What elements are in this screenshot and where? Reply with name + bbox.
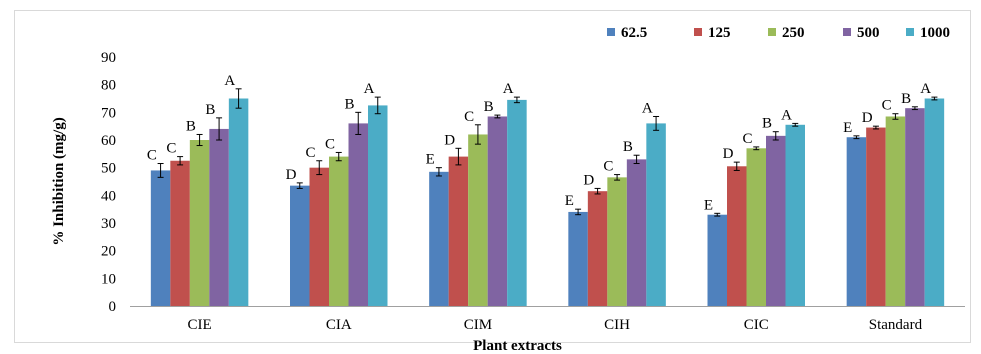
bar-500-CIM — [487, 116, 508, 306]
significance-letter: E — [426, 152, 435, 168]
significance-letter: E — [843, 120, 852, 136]
bar-1000-CIH — [646, 123, 666, 307]
bar-1000-CIM — [507, 99, 527, 306]
legend-label: 125 — [708, 25, 731, 41]
significance-letter: E — [565, 193, 574, 209]
significance-letter: C — [305, 145, 315, 161]
bar-250-CIC — [746, 148, 766, 306]
y-tick-label: 80 — [101, 78, 116, 94]
y-axis-title: % Inhibition (mg/g) — [51, 117, 67, 245]
significance-letter: B — [186, 118, 196, 134]
legend-swatch-1000 — [906, 28, 914, 36]
significance-letter: D — [862, 110, 873, 126]
significance-letter: B — [901, 91, 911, 107]
bar-1000-CIE — [228, 98, 249, 306]
chart-frame — [14, 10, 971, 343]
significance-letter: C — [603, 159, 613, 175]
significance-letter: D — [583, 172, 594, 188]
bar-1000-CIA — [368, 105, 388, 307]
bar-62.5-Standard — [846, 137, 867, 306]
bar-500-CIA — [348, 123, 368, 307]
significance-letter: B — [205, 102, 215, 118]
bar-250-Standard — [885, 116, 906, 306]
significance-letter: D — [444, 132, 455, 148]
significance-letter: A — [642, 100, 653, 116]
bar-250-CIM — [468, 134, 488, 306]
y-tick-label: 40 — [101, 188, 116, 204]
significance-letter: B — [623, 139, 633, 155]
x-tick-label: CIE — [187, 317, 211, 333]
significance-letter: C — [325, 136, 335, 152]
legend-label: 62.5 — [621, 25, 647, 41]
legend-label: 250 — [782, 25, 805, 41]
bar-62.5-CIA — [290, 185, 310, 306]
significance-letter: B — [762, 116, 772, 132]
bar-125-CIA — [309, 167, 329, 306]
significance-letter: A — [781, 107, 792, 123]
bar-250-CIH — [607, 177, 627, 306]
significance-letter: C — [882, 98, 892, 114]
significance-letter: C — [147, 148, 157, 164]
y-tick-label: 90 — [101, 50, 116, 66]
bar-500-CIC — [766, 135, 786, 306]
bar-125-CIE — [170, 160, 190, 306]
significance-letter: C — [166, 141, 176, 157]
significance-letter: A — [920, 81, 931, 97]
x-tick-label: CIA — [326, 317, 352, 333]
significance-letter: A — [224, 73, 235, 89]
bar-1000-CIC — [785, 124, 805, 307]
y-tick-label: 20 — [101, 244, 116, 260]
legend-swatch-125 — [694, 28, 702, 36]
legend-swatch-500 — [843, 28, 851, 36]
bar-62.5-CIH — [568, 211, 588, 306]
bar-1000-Standard — [924, 98, 945, 306]
bar-62.5-CIM — [429, 171, 449, 306]
y-tick-label: 10 — [101, 271, 116, 287]
bar-125-CIC — [727, 166, 747, 306]
legend: 62.5 125 250 500 1000 — [607, 25, 950, 41]
significance-letter: D — [723, 146, 734, 162]
y-tick-label: 50 — [101, 161, 116, 177]
x-tick-label: CIC — [744, 317, 769, 333]
significance-letter: A — [503, 81, 514, 97]
y-tick-label: 0 — [109, 299, 117, 315]
y-tick-label: 70 — [101, 105, 116, 121]
bar-500-CIE — [209, 128, 229, 306]
significance-letter: A — [364, 81, 375, 97]
y-tick-label: 30 — [101, 216, 116, 232]
bar-125-CIH — [587, 191, 608, 306]
significance-letter: B — [484, 99, 494, 115]
significance-letter: D — [286, 167, 297, 183]
bar-62.5-CIE — [150, 170, 171, 306]
bar-250-CIE — [189, 140, 210, 306]
x-axis-title: Plant extracts — [473, 338, 562, 354]
y-axis: 0 10 20 30 40 50 60 70 80 90 — [101, 50, 116, 315]
y-tick-label: 60 — [101, 133, 116, 149]
bar-125-Standard — [866, 127, 886, 306]
significance-letter: E — [704, 197, 713, 213]
bar-125-CIM — [448, 156, 469, 306]
x-tick-label: CIH — [604, 317, 630, 333]
significance-letter: C — [742, 131, 752, 147]
bar-500-Standard — [905, 108, 925, 306]
x-axis: CIE CIA CIM CIH CIC Standard — [187, 317, 922, 333]
legend-swatch-250 — [768, 28, 776, 36]
bar-250-CIA — [329, 156, 349, 306]
x-tick-label: Standard — [869, 317, 923, 333]
legend-label: 1000 — [920, 25, 950, 41]
x-tick-label: CIM — [464, 317, 492, 333]
significance-letter: C — [464, 109, 474, 125]
bar-500-CIH — [626, 159, 647, 306]
legend-label: 500 — [857, 25, 880, 41]
legend-swatch-62.5 — [607, 28, 615, 36]
bar-62.5-CIC — [707, 214, 727, 306]
significance-letter: B — [344, 96, 354, 112]
